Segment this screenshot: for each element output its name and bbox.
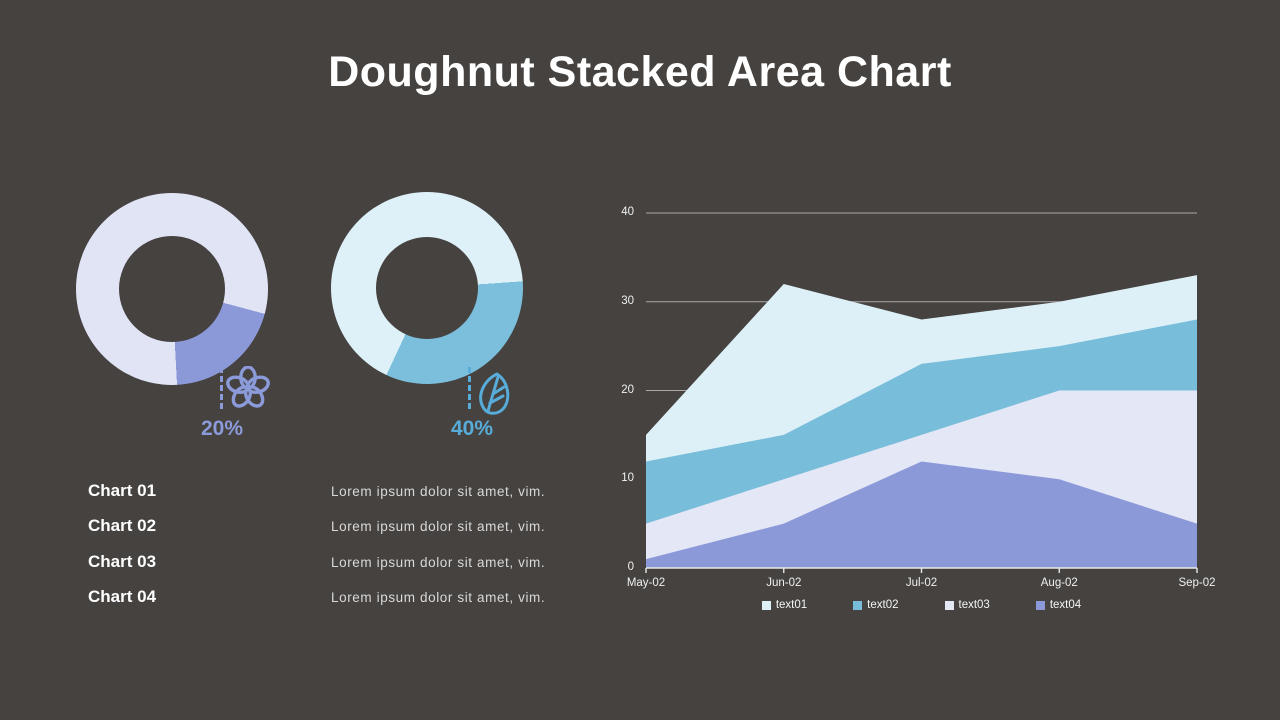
list-item: Chart 02 Lorem ipsum dolor sit amet, vim… [88, 516, 558, 551]
x-axis-label: Aug-02 [1040, 577, 1078, 589]
list-item-desc: Lorem ipsum dolor sit amet, vim. [331, 519, 546, 535]
legend-swatch [944, 600, 954, 610]
list-item-desc: Lorem ipsum dolor sit amet, vim. [331, 590, 546, 606]
list-item-desc: Lorem ipsum dolor sit amet, vim. [331, 484, 546, 499]
legend-label: text04 [1049, 599, 1082, 611]
y-axis-label: 20 [621, 383, 634, 396]
list-item: Chart 01 Lorem ipsum dolor sit amet, vim… [88, 481, 558, 516]
doughnut-1-hole [119, 236, 225, 342]
legend-label: text03 [958, 599, 990, 611]
list-item: Chart 03 Lorem ipsum dolor sit amet, vim… [88, 552, 558, 587]
doughnut-chart-1 [76, 193, 268, 385]
chart-legend: text01 text02 text03 text04 [646, 599, 1197, 611]
legend-item: text03 [944, 599, 990, 611]
doughnut-1-percent-label: 20% [200, 417, 244, 440]
legend-swatch [1035, 600, 1045, 610]
legend-label: text02 [867, 599, 899, 611]
legend-item: text01 [761, 599, 808, 611]
x-axis-label: Jul-02 [905, 577, 938, 589]
doughnut-2-callout-line [468, 367, 471, 409]
list-item-label: Chart 02 [88, 516, 157, 536]
list-item-desc: Lorem ipsum dolor sit amet, vim. [331, 554, 546, 570]
y-axis-label: 10 [621, 472, 634, 485]
legend-item: text02 [853, 599, 899, 611]
list-item-label: Chart 04 [88, 587, 157, 607]
y-axis-label: 0 [627, 561, 634, 573]
legend-swatch [853, 600, 863, 610]
stacked-area-svg [645, 212, 1198, 573]
doughnut-chart-2 [331, 192, 523, 384]
leaf-icon [479, 372, 510, 415]
chart-list: Chart 01 Lorem ipsum dolor sit amet, vim… [88, 481, 558, 623]
list-item: Chart 04 Lorem ipsum dolor sit amet, vim… [88, 587, 558, 622]
doughnut-2-percent-label: 40% [450, 417, 494, 440]
legend-label: text01 [775, 599, 808, 611]
list-item-label: Chart 01 [88, 481, 157, 500]
legend-swatch [761, 600, 771, 610]
y-axis-label: 40 [621, 206, 634, 218]
legend-item: text04 [1035, 599, 1082, 611]
doughnut-2-hole [376, 237, 478, 339]
x-axis-label: Sep-02 [1178, 577, 1216, 589]
list-item-label: Chart 03 [88, 551, 157, 571]
stacked-area-chart [645, 212, 1198, 579]
x-axis-label: Jun-02 [766, 577, 802, 589]
page-title: Doughnut Stacked Area Chart [328, 48, 952, 96]
y-axis-label: 30 [621, 294, 634, 307]
flower-icon [226, 366, 270, 408]
x-axis-label: May-02 [626, 577, 666, 589]
doughnut-1-callout-line [220, 367, 223, 409]
